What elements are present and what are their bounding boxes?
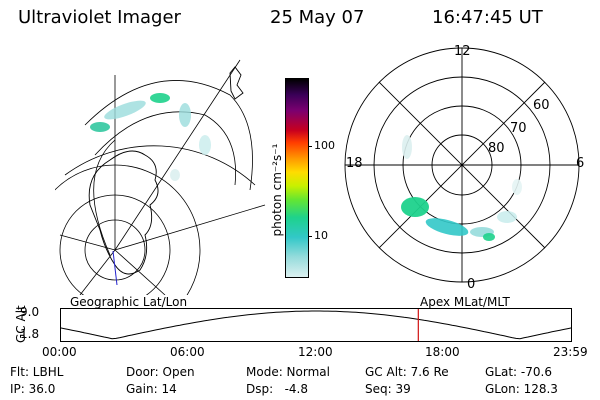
status-seq: Seq: 39 [365, 382, 411, 396]
timeline-ytick-high: 9.0 [20, 305, 40, 319]
timeline-xtick-2359: 23:59 [553, 345, 588, 359]
orbit-altitude-plot [60, 308, 572, 342]
mlt-label-6: 6 [576, 156, 585, 171]
mlat-label-70: 70 [510, 121, 527, 136]
colorbar-tick-label-10: 10 [314, 229, 328, 242]
altitude-curve [60, 310, 572, 340]
timeline-xtick-0600: 06:00 [170, 345, 205, 359]
aurora-emission-mag [401, 135, 522, 241]
timeline-xtick-0000: 00:00 [42, 345, 77, 359]
status-dsp: Dsp: -4.8 [246, 382, 309, 396]
colorbar-tick-100 [308, 146, 312, 147]
colorbar-tick-10 [308, 236, 312, 237]
status-door: Door: Open [126, 365, 195, 379]
geo-panel-label: Geographic Lat/Lon [70, 295, 188, 309]
date-label: 25 May 07 [270, 7, 365, 28]
status-gc-alt: GC Alt: 7.6 Re [365, 365, 449, 379]
status-ip: IP: 36.0 [10, 382, 56, 396]
status-mode: Mode: Normal [246, 365, 330, 379]
geographic-map [55, 59, 266, 295]
instrument-title: Ultraviolet Imager [18, 7, 181, 28]
colorbar-tick-label-100: 100 [314, 139, 335, 152]
timeline-xtick-1800: 18:00 [425, 345, 460, 359]
status-gain: Gain: 14 [126, 382, 177, 396]
mlat-label-60: 60 [533, 98, 550, 113]
mlt-label-12: 12 [454, 44, 471, 59]
time-label: 16:47:45 UT [432, 7, 543, 28]
colorbar [285, 78, 309, 278]
status-glon: GLon: 128.3 [485, 382, 558, 396]
mlat-label-80: 80 [488, 141, 505, 156]
timeline-xtick-1200: 12:00 [298, 345, 333, 359]
timeline-ytick-low: 1.8 [20, 327, 40, 341]
mlt-label-18: 18 [346, 156, 363, 171]
mag-panel-label: Apex MLat/MLT [420, 295, 510, 309]
status-glat: GLat: -70.6 [485, 365, 552, 379]
colorbar-unit-label: photon cm⁻²s⁻¹ [270, 143, 284, 237]
status-filter: Flt: LBHL [10, 365, 64, 379]
magnetic-polar-plot [344, 47, 580, 283]
mlt-label-0: 0 [467, 277, 476, 292]
aurora-emission-geo [90, 93, 211, 181]
